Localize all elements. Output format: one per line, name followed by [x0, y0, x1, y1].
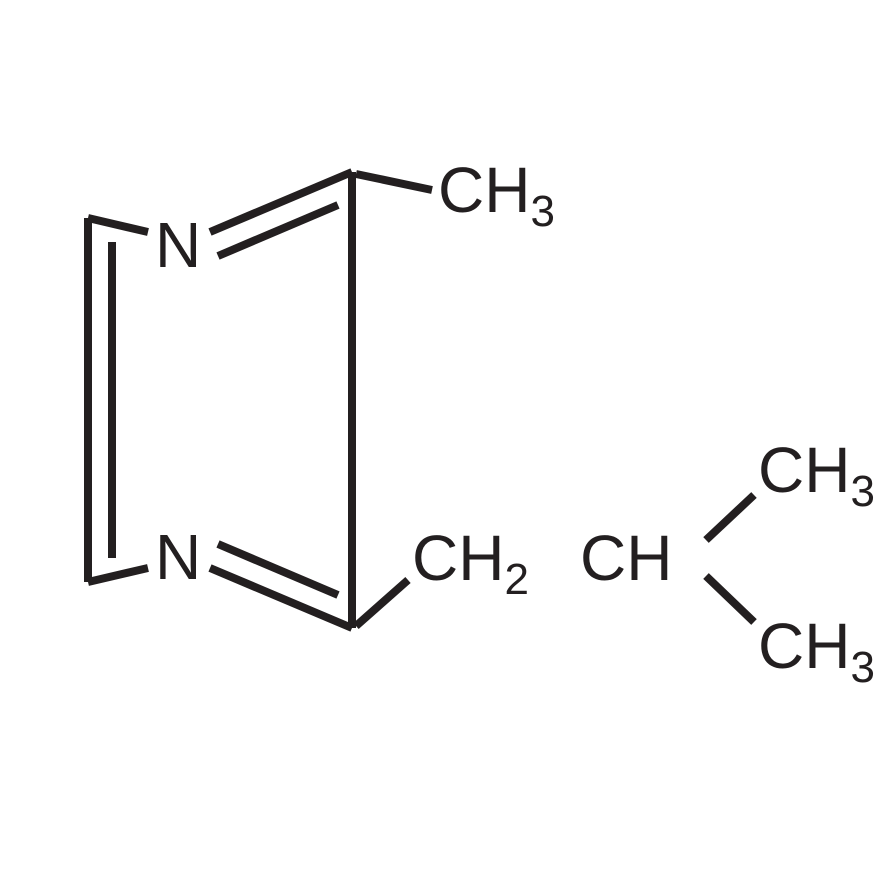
molecule-diagram: N N CH3 CH2 CH CH3 CH3 — [0, 0, 890, 890]
atom-N1: N — [155, 209, 201, 281]
atom-N2: N — [155, 521, 201, 593]
atom-CH: CH — [580, 522, 672, 594]
